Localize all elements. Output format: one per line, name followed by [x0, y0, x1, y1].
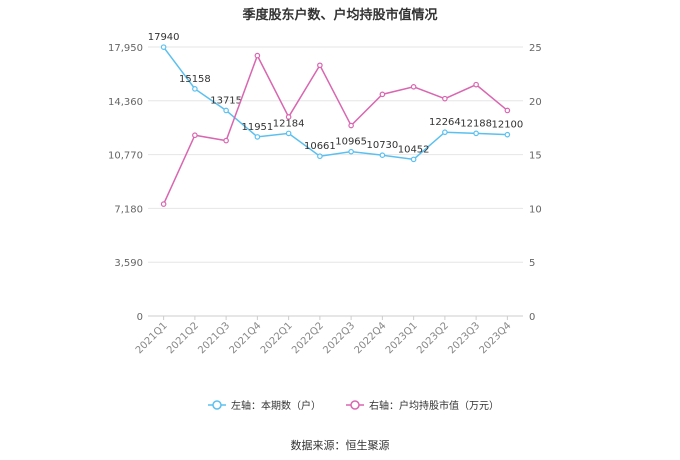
data-point [285, 130, 292, 137]
right-tick-label: 15 [529, 151, 542, 162]
data-point [317, 62, 323, 69]
data-point [348, 148, 354, 155]
source-note: 数据来源：恒生聚源 [290, 439, 390, 452]
data-point [504, 131, 511, 138]
x-tick-label: 2022Q1 [259, 320, 295, 356]
series-layer: 17940 15158 13715 11951 12184 10661 10965 10730… [148, 32, 523, 207]
data-label: 12264 [429, 117, 461, 128]
legend-label: 右轴：户均持股市值（万元） [369, 399, 499, 412]
left-tick-label: 17,950 [108, 43, 143, 54]
data-label: 11951 [241, 122, 273, 133]
data-point [379, 152, 386, 158]
data-point [442, 95, 448, 102]
series-line-1 [163, 46, 508, 161]
x-tick-label: 2021Q2 [165, 320, 201, 356]
legend-marker [212, 400, 222, 410]
data-point [504, 107, 511, 114]
data-label: 17940 [148, 32, 180, 43]
data-label: 10965 [335, 137, 367, 148]
x-tick-label: 2023Q3 [446, 320, 482, 356]
data-point [317, 153, 323, 160]
right-tick-label: 10 [529, 204, 542, 215]
data-point [223, 107, 229, 114]
data-point [410, 84, 417, 90]
legend-marker [350, 400, 360, 410]
data-label: 12184 [273, 118, 305, 129]
x-tick-label: 2021Q4 [228, 320, 264, 356]
data-point [160, 44, 167, 50]
x-tick-label: 2021Q3 [196, 320, 232, 356]
data-point [379, 91, 386, 98]
right-axis-ticks: 0 5 10 15 20 25 [529, 43, 542, 323]
data-point [192, 86, 198, 92]
chart-title: 季度股东户数、户均持股市值情况 [242, 8, 438, 23]
data-label: 12100 [491, 120, 523, 131]
legend-label: 左轴：本期数（户） [231, 399, 321, 412]
left-tick-label: 7,180 [114, 204, 143, 215]
gridlines [148, 46, 523, 317]
x-tick-label: 2023Q2 [415, 320, 451, 356]
x-tick-label: 2022Q2 [290, 320, 326, 356]
x-axis-ticks: 2021Q12021Q22021Q32021Q42022Q12022Q22022… [134, 316, 514, 356]
legend: 左轴：本期数（户） 右轴：户均持股市值（万元） [208, 399, 499, 412]
left-tick-label: 3,590 [114, 258, 143, 269]
data-point [410, 156, 417, 163]
data-label: 10661 [304, 141, 336, 152]
left-tick-label: 10,770 [108, 151, 143, 162]
series-line-2 [162, 53, 508, 205]
right-tick-label: 5 [529, 258, 535, 269]
data-label: 10730 [366, 140, 398, 151]
data-point [223, 137, 229, 144]
data-point [192, 132, 198, 139]
data-point [473, 130, 479, 137]
left-tick-label: 0 [137, 312, 143, 323]
data-label: 13715 [210, 95, 242, 106]
data-point [442, 129, 448, 136]
right-tick-label: 20 [529, 97, 542, 108]
data-point [348, 122, 354, 129]
data-point [254, 134, 261, 140]
right-tick-label: 0 [529, 312, 535, 323]
x-tick-label: 2023Q1 [384, 320, 420, 356]
data-point [160, 201, 167, 207]
x-tick-label: 2023Q4 [478, 320, 514, 356]
left-tick-label: 14,360 [108, 97, 143, 108]
data-label: 15158 [179, 74, 211, 85]
data-point [285, 114, 292, 120]
right-tick-label: 25 [529, 43, 542, 54]
x-tick-label: 2021Q1 [134, 320, 170, 356]
data-label: 10452 [398, 144, 430, 155]
x-tick-label: 2022Q4 [353, 320, 389, 356]
data-point [254, 52, 261, 59]
x-tick-label: 2022Q3 [321, 320, 357, 356]
data-point [473, 81, 479, 88]
data-label: 12188 [460, 118, 492, 129]
left-axis-ticks: 0 3,590 7,180 10,770 14,360 17,950 [108, 43, 143, 323]
